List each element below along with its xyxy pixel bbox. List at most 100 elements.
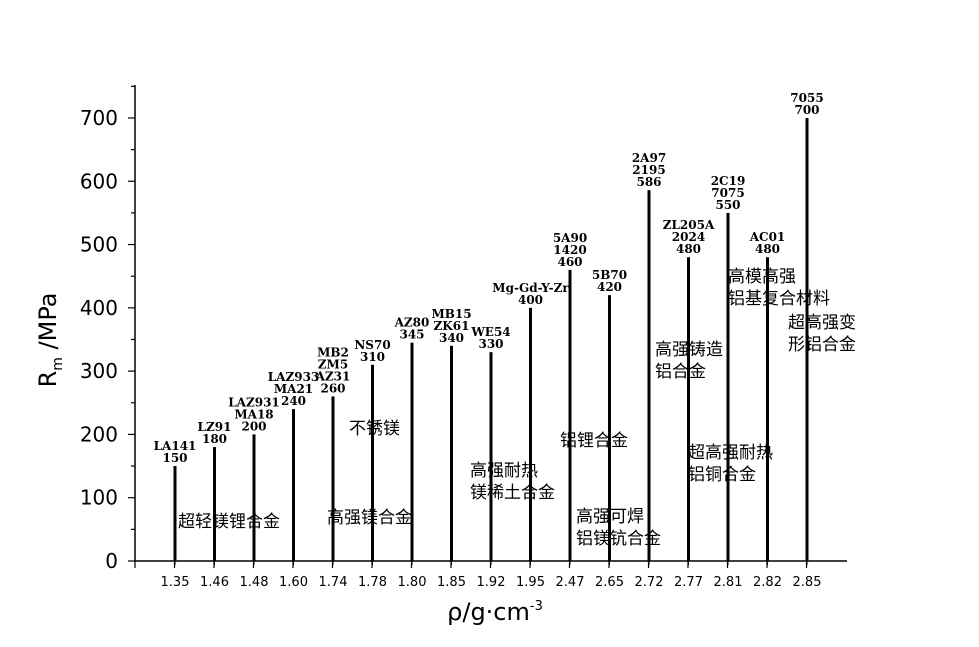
bar-1.80	[410, 342, 414, 561]
x-tick-label: 1.85	[437, 575, 466, 590]
data-label: 2C19	[711, 174, 746, 188]
x-tick-label: 2.72	[635, 575, 664, 590]
data-label: 340	[439, 331, 464, 345]
bars	[173, 117, 809, 561]
data-label: 2195	[632, 163, 665, 177]
data-label: AZ31	[315, 369, 351, 383]
y-axis-title-sub: m	[50, 357, 66, 371]
y-axis-title-main: R	[34, 371, 62, 388]
bar-2.72	[647, 190, 651, 561]
group-annotation: 高强镁合金	[327, 508, 412, 528]
data-label: MA21	[274, 382, 313, 396]
data-label: MA18	[234, 407, 273, 421]
axes: 0 100 200 300 400 500 600 700 1.35 1.46 1.48 1.60 1.…	[80, 85, 847, 590]
data-label: MB15	[431, 307, 471, 321]
data-label: 700	[794, 103, 819, 117]
data-label: NS70	[354, 338, 390, 352]
data-label: 7055	[790, 91, 823, 105]
bar-1.85	[450, 345, 453, 561]
y-tick-label: 0	[105, 549, 118, 573]
data-label: 240	[281, 394, 306, 408]
group-annotation: 高模高强	[728, 267, 796, 287]
x-axis-title-main: ρ/g·cm	[447, 598, 530, 626]
y-tick-label: 100	[80, 486, 118, 510]
group-annotation: 铝铜合金	[688, 465, 756, 485]
data-label: 586	[636, 175, 661, 189]
bar-1.35	[173, 466, 177, 561]
data-label: LAZ931	[228, 395, 280, 409]
data-label: 330	[478, 337, 503, 351]
group-annotation: 铝基复合材料	[728, 289, 830, 309]
group-annotation: 不锈镁	[349, 419, 400, 439]
data-label: ZL205A	[663, 218, 715, 232]
data-label: 2024	[672, 230, 705, 244]
y-tick-label: 400	[80, 296, 118, 320]
data-label: 460	[557, 255, 582, 269]
y-tick-label: 700	[80, 106, 118, 130]
x-tick-label: 1.74	[319, 575, 348, 590]
x-tick-label: 1.92	[477, 575, 506, 590]
data-label: 180	[202, 432, 227, 446]
group-annotation: 高强可焊	[576, 507, 644, 527]
y-tick-label: 200	[80, 422, 118, 446]
data-label: 480	[755, 242, 780, 256]
x-tick-label: 1.35	[161, 575, 190, 590]
group-annotation: 超高强耐热	[688, 443, 773, 463]
bar-2.47	[568, 269, 572, 561]
y-axis-title: Rm /MPa	[34, 293, 66, 388]
data-label: LA141	[154, 439, 197, 453]
data-label: ZK61	[434, 319, 470, 333]
bar-1.60	[292, 409, 295, 561]
group-annotation: 形铝合金	[788, 335, 856, 355]
y-tick-label: 300	[80, 359, 118, 383]
x-tick-label: 1.60	[279, 575, 308, 590]
bar-1.95	[529, 307, 532, 561]
data-label: LZ91	[198, 420, 232, 434]
bar-2.82	[766, 257, 769, 561]
data-label: 260	[320, 381, 345, 395]
group-annotation: 超轻镁锂合金	[178, 512, 280, 532]
group-annotation: 铝合金	[655, 362, 706, 382]
bar-1.48	[252, 434, 256, 561]
data-label: LAZ933	[268, 370, 320, 384]
x-tick-label: 1.78	[358, 575, 387, 590]
group-annotation: 铝镁钪合金	[576, 529, 661, 549]
data-label: ZM5	[318, 357, 348, 371]
data-label: AZ80	[394, 316, 430, 330]
y-axis-title-rest: /MPa	[34, 293, 62, 358]
x-tick-label: 2.77	[674, 575, 703, 590]
x-tick-label: 2.81	[714, 575, 743, 590]
x-tick-label: 1.80	[398, 575, 427, 590]
data-label: 5B70	[592, 268, 627, 282]
x-axis-title: ρ/g·cm-3	[447, 598, 543, 626]
data-label: 2A97	[632, 151, 666, 165]
data-label: WE54	[470, 325, 510, 339]
data-label: 345	[399, 328, 424, 342]
group-annotation: 镁稀土合金	[470, 483, 555, 503]
group-annotation: 超高强变	[788, 313, 856, 333]
bar-2.85	[805, 117, 809, 561]
x-tick-label: 2.65	[595, 575, 624, 590]
bar-1.74	[331, 396, 335, 561]
x-tick-label: 2.82	[753, 575, 782, 590]
data-label: 480	[676, 242, 701, 256]
data-label: 1420	[553, 243, 586, 257]
bar-2.81	[726, 212, 730, 561]
group-annotation: 高强铸造	[655, 340, 723, 360]
data-label: Mg-Gd-Y-Zr	[492, 281, 569, 295]
data-label: 150	[162, 451, 187, 465]
bar-1.78	[371, 364, 374, 561]
x-axis-title-sup: -3	[530, 599, 543, 614]
group-annotation: 铝锂合金	[560, 431, 628, 451]
data-label: 200	[241, 419, 266, 433]
data-label: 420	[597, 280, 622, 294]
x-tick-label: 1.48	[240, 575, 269, 590]
y-tick-label: 500	[80, 233, 118, 257]
data-label: 5A90	[553, 231, 587, 245]
data-label: MB2	[317, 345, 349, 359]
y-tick-label: 600	[80, 169, 118, 193]
bar-1.46	[213, 447, 216, 561]
